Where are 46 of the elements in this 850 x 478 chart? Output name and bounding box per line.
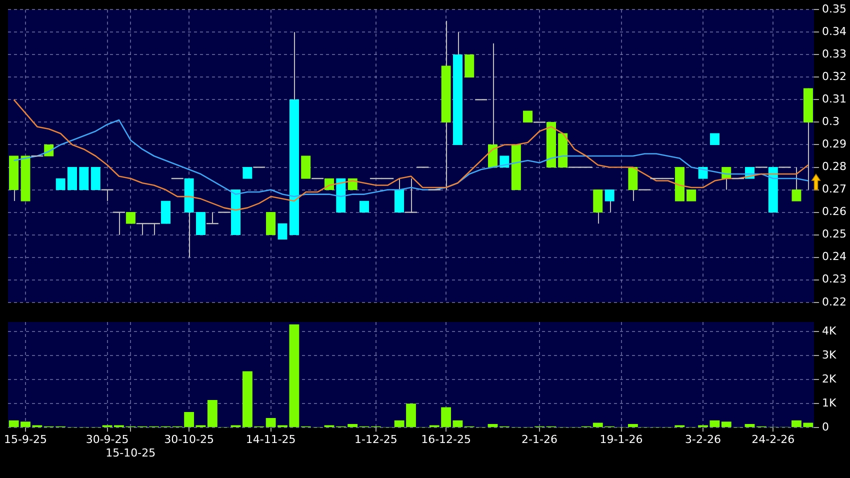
y-tick-label: 0.25 [822,228,846,241]
bar [452,420,463,428]
y-tick-label: 0.28 [822,160,846,174]
candlestick [593,189,603,224]
y-tick-label: 0.27 [822,182,846,196]
y-tick-label: 0 [822,420,829,434]
candlestick [464,54,474,78]
y-tick-label: 0.35 [822,2,846,16]
y-tick-label: 0.22 [822,295,846,308]
candlestick [79,166,89,190]
x-tick-label: 16-12-25 [421,433,472,446]
y-tick-label: 0.31 [822,92,846,106]
x-tick-label: 30-9-25 [86,433,129,446]
y-tick-label: 4K [822,324,837,338]
x-tick-label: 3-2-26 [685,433,721,446]
bar [488,424,498,428]
x-tick-label: 14-11-25 [246,433,296,446]
candlestick [196,212,206,236]
candlestick [301,156,311,179]
candlestick [488,42,498,168]
candlestick [266,212,276,236]
candlestick [67,166,78,190]
y-tick-label: 2K [822,372,837,386]
bar [744,424,755,428]
y-tick-label: 0.29 [822,138,846,151]
x-tick-label: 30-10-25 [164,433,214,446]
x-tick-label: 15-9-25 [4,433,47,446]
bar [207,400,218,428]
bar [721,422,732,428]
y-tick-label: 0.3 [822,115,840,128]
x-tick-label: 24-2-26 [752,433,795,446]
y-tick-label: 0.32 [822,70,846,84]
candlestick [90,166,100,190]
y-tick-label: 0.34 [822,24,846,38]
x-tick-label: 15-10-25 [106,446,156,460]
y-tick-label: 1K [822,396,837,410]
x-tick-label: 19-1-26 [600,433,643,446]
y-tick-label: 0.23 [822,272,846,286]
candlestick [278,223,288,240]
x-tick-label: 1-12-25 [354,433,398,446]
x-tick-label: 2-1-26 [522,433,558,446]
y-tick-label: 0.24 [822,250,846,264]
y-tick-label: 3K [822,348,837,362]
bar [628,424,638,428]
y-tick-label: 0.26 [822,205,846,218]
y-tick-label: 0.33 [822,48,846,61]
